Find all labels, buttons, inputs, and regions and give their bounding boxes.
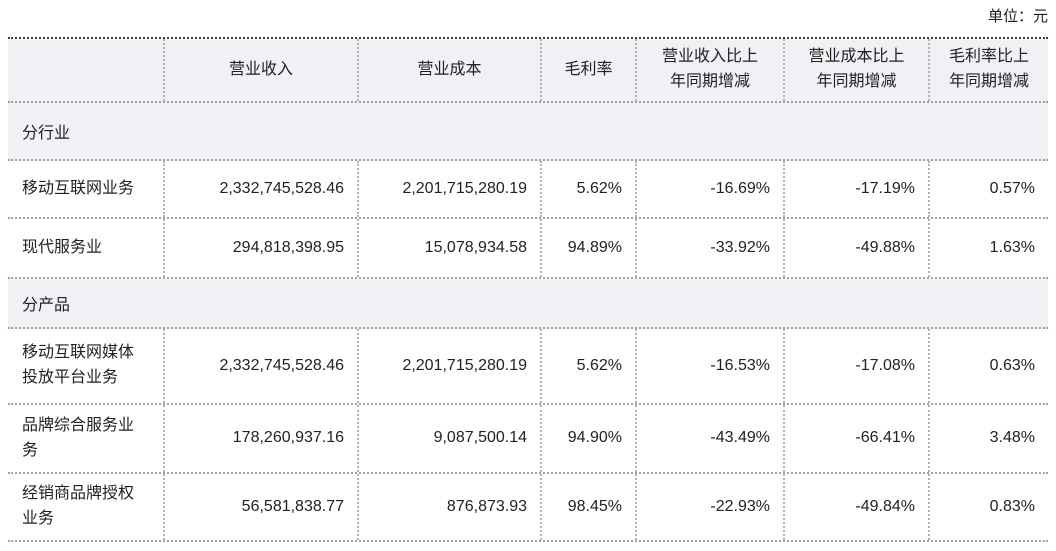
gross-margin-cell: 98.45% <box>540 474 635 540</box>
section-header-by-industry: 分行业 <box>8 103 1048 161</box>
row-label: 品牌综合服务业务 <box>22 416 135 459</box>
header-cell-gross-margin: 毛利率 <box>540 39 635 101</box>
table-row-brand-services: 品牌综合服务业务 178,260,937.16 9,087,500.14 94.… <box>8 405 1048 474</box>
cost-cell: 2,201,715,280.19 <box>357 161 540 217</box>
cost-cell: 15,078,934.58 <box>357 219 540 277</box>
revenue-yoy-cell: -16.53% <box>635 329 783 403</box>
cost-cell: 9,087,500.14 <box>357 405 540 472</box>
header-cell-cost-yoy: 营业成本比上年同期增减 <box>783 39 928 101</box>
cost-yoy-cell: -49.84% <box>783 474 928 540</box>
section-label: 分产品 <box>22 297 71 314</box>
table-row-modern-services: 现代服务业 294,818,398.95 15,078,934.58 94.89… <box>8 219 1048 279</box>
table-row-dealer-brand-licensing: 经销商品牌授权业务 56,581,838.77 876,873.93 98.45… <box>8 474 1048 542</box>
revenue-yoy-cell: -22.93% <box>635 474 783 540</box>
revenue-cell: 294,818,398.95 <box>163 219 357 277</box>
revenue-cell: 2,332,745,528.46 <box>163 161 357 217</box>
gross-margin-cell: 94.89% <box>540 219 635 277</box>
gross-margin-cell: 5.62% <box>540 161 635 217</box>
row-label: 移动互联网业务 <box>22 179 135 197</box>
header-cell-cost: 营业成本 <box>357 39 540 101</box>
row-label: 移动互联网媒体投放平台业务 <box>22 344 135 386</box>
header-cell-margin-yoy: 毛利率比上年同期增减 <box>928 39 1048 101</box>
section-label: 分行业 <box>22 125 71 142</box>
revenue-yoy-cell: -33.92% <box>635 219 783 277</box>
cost-yoy-cell: -66.41% <box>783 405 928 472</box>
financial-table: 营业收入 营业成本 毛利率 营业收入比上年同期增减 营业成本比上年同期增减 毛利… <box>8 37 1048 542</box>
row-label: 现代服务业 <box>22 238 103 256</box>
revenue-cell: 178,260,937.16 <box>163 405 357 472</box>
gross-margin-cell: 5.62% <box>540 329 635 403</box>
revenue-yoy-cell: -43.49% <box>635 405 783 472</box>
table-row-media-platform: 移动互联网媒体投放平台业务 2,332,745,528.46 2,201,715… <box>8 329 1048 405</box>
header-cell-empty <box>8 39 163 101</box>
table-header-row: 营业收入 营业成本 毛利率 营业收入比上年同期增减 营业成本比上年同期增减 毛利… <box>8 39 1048 103</box>
cost-cell: 876,873.93 <box>357 474 540 540</box>
header-cell-revenue: 营业收入 <box>163 39 357 101</box>
revenue-yoy-cell: -16.69% <box>635 161 783 217</box>
table-row-mobile-internet: 移动互联网业务 2,332,745,528.46 2,201,715,280.1… <box>8 161 1048 219</box>
report-page: 单位：元 营业收入 营业成本 毛利率 营业收入比上年同期增减 营业成本比上年同期… <box>8 0 1048 542</box>
cost-yoy-cell: -17.08% <box>783 329 928 403</box>
cost-yoy-cell: -49.88% <box>783 219 928 277</box>
row-label: 经销商品牌授权业务 <box>22 485 135 527</box>
section-header-by-product: 分产品 <box>8 279 1048 329</box>
cost-cell: 2,201,715,280.19 <box>357 329 540 403</box>
cost-yoy-cell: -17.19% <box>783 161 928 217</box>
margin-yoy-cell: 3.48% <box>928 405 1048 472</box>
unit-label: 单位：元 <box>987 8 1048 25</box>
margin-yoy-cell: 1.63% <box>928 219 1048 277</box>
revenue-cell: 2,332,745,528.46 <box>163 329 357 403</box>
margin-yoy-cell: 0.57% <box>928 161 1048 217</box>
gross-margin-cell: 94.90% <box>540 405 635 472</box>
margin-yoy-cell: 0.83% <box>928 474 1048 540</box>
margin-yoy-cell: 0.63% <box>928 329 1048 403</box>
header-cell-revenue-yoy: 营业收入比上年同期增减 <box>635 39 783 101</box>
revenue-cell: 56,581,838.77 <box>163 474 357 540</box>
